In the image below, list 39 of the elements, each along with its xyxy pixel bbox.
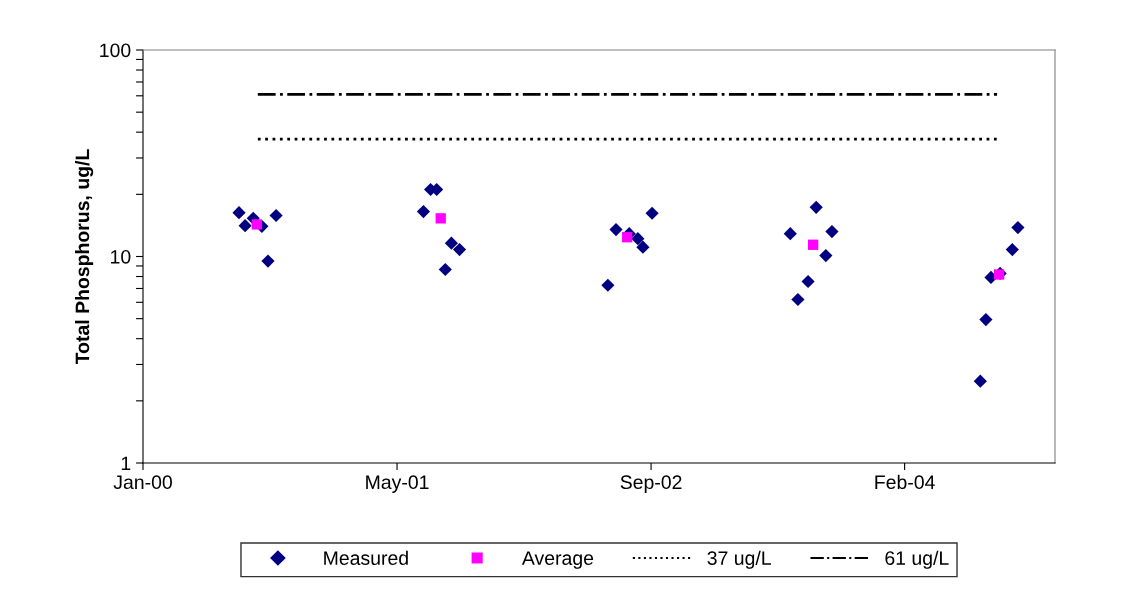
point bbox=[622, 232, 633, 243]
point bbox=[269, 208, 283, 223]
point bbox=[1011, 221, 1025, 235]
point bbox=[232, 206, 246, 220]
point bbox=[438, 262, 452, 277]
point bbox=[1005, 243, 1019, 257]
point bbox=[609, 223, 623, 237]
point bbox=[819, 249, 833, 263]
y-tick-label: 10 bbox=[111, 249, 131, 264]
legend-label: 61 ug/L bbox=[885, 550, 949, 569]
point bbox=[808, 239, 819, 250]
point bbox=[261, 254, 275, 268]
y-axis-title: Total Phosphorus, ug/L bbox=[74, 149, 94, 365]
y-tick-label: 1 bbox=[121, 456, 131, 471]
x-tick-label: May-01 bbox=[366, 475, 429, 493]
legend-label: Measured bbox=[324, 550, 408, 565]
point bbox=[416, 205, 431, 219]
point bbox=[645, 206, 659, 220]
point bbox=[444, 236, 458, 250]
point bbox=[238, 219, 252, 233]
point bbox=[979, 312, 993, 327]
point bbox=[809, 200, 823, 214]
point bbox=[631, 232, 645, 246]
point bbox=[973, 374, 987, 388]
point bbox=[251, 219, 262, 230]
legend-label: 37 ug/L bbox=[707, 550, 771, 569]
point bbox=[825, 225, 839, 239]
x-tick-label: Jan-00 bbox=[113, 475, 172, 490]
point bbox=[601, 278, 615, 292]
x-tick-label: Feb-04 bbox=[875, 474, 935, 490]
point bbox=[636, 240, 650, 254]
point bbox=[801, 274, 815, 289]
legend-label: Average bbox=[521, 551, 594, 569]
x-tick-label: Sep-02 bbox=[620, 475, 682, 493]
y-tick-label: 100 bbox=[100, 43, 131, 58]
point bbox=[452, 243, 467, 257]
point bbox=[791, 292, 805, 307]
point bbox=[783, 227, 797, 241]
point bbox=[435, 213, 446, 224]
